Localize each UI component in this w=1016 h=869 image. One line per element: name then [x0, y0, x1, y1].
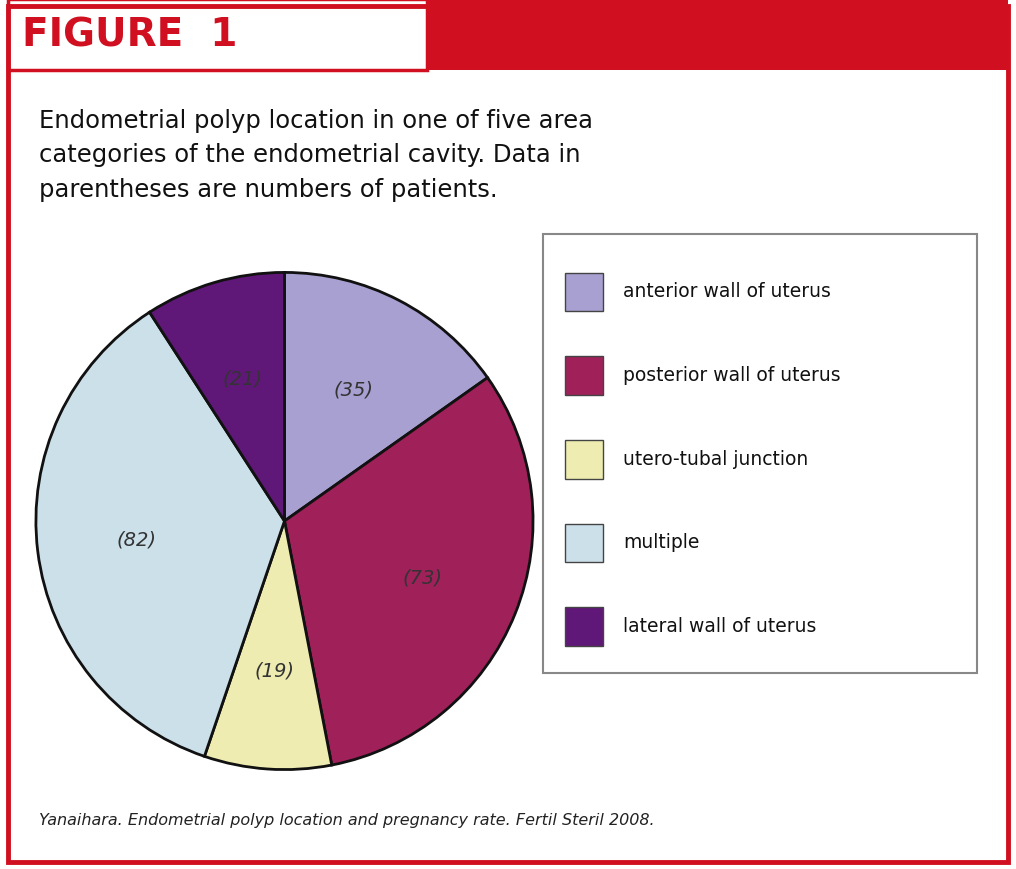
- Text: (19): (19): [254, 660, 295, 680]
- FancyBboxPatch shape: [565, 357, 604, 395]
- Text: anterior wall of uterus: anterior wall of uterus: [624, 282, 831, 301]
- Wedge shape: [284, 378, 533, 766]
- Text: posterior wall of uterus: posterior wall of uterus: [624, 366, 841, 385]
- Text: multiple: multiple: [624, 533, 700, 552]
- Wedge shape: [204, 521, 332, 770]
- FancyBboxPatch shape: [565, 524, 604, 562]
- Wedge shape: [149, 273, 284, 521]
- Text: lateral wall of uterus: lateral wall of uterus: [624, 616, 817, 635]
- FancyBboxPatch shape: [565, 441, 604, 479]
- Text: Endometrial polyp location in one of five area
categories of the endometrial cav: Endometrial polyp location in one of fiv…: [39, 109, 592, 202]
- Text: (82): (82): [117, 530, 156, 549]
- Wedge shape: [36, 313, 284, 756]
- FancyBboxPatch shape: [543, 235, 976, 673]
- Text: (35): (35): [333, 380, 373, 399]
- Text: Yanaihara. Endometrial polyp location and pregnancy rate. Fertil Steril 2008.: Yanaihara. Endometrial polyp location an…: [39, 813, 654, 827]
- FancyBboxPatch shape: [565, 607, 604, 647]
- Wedge shape: [284, 273, 488, 521]
- Text: utero-tubal junction: utero-tubal junction: [624, 449, 809, 468]
- Text: (21): (21): [223, 369, 262, 388]
- Text: FIGURE  1: FIGURE 1: [22, 17, 238, 55]
- FancyBboxPatch shape: [565, 274, 604, 312]
- Text: (73): (73): [403, 567, 443, 587]
